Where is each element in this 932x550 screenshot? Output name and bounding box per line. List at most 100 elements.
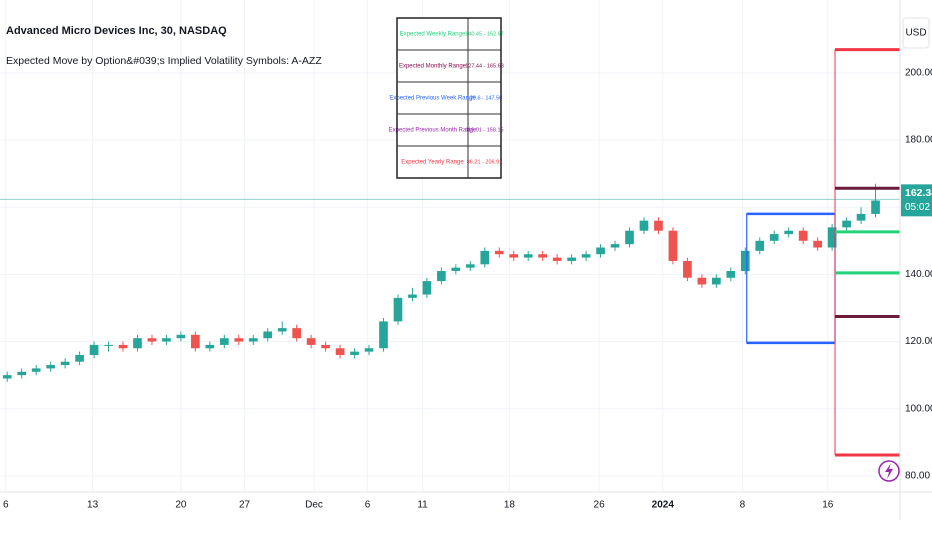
candle-body: [683, 260, 692, 278]
x-tick-label: 2024: [652, 500, 675, 511]
candle-body: [176, 334, 186, 339]
candle-body: [798, 230, 808, 241]
candle-body: [625, 230, 634, 245]
candle-body: [306, 338, 316, 345]
candle-body: [654, 220, 663, 231]
x-tick-label: 8: [740, 500, 746, 511]
candle-body: [321, 344, 330, 349]
table-range: 116.01 - 158.15: [465, 127, 503, 133]
candle-body: [871, 200, 880, 214]
table-label: Expected Previous Week Range: [389, 96, 476, 102]
table-label: Expected Monthly Range: [399, 64, 467, 70]
candle-body: [364, 348, 374, 352]
x-tick-label: 20: [175, 500, 187, 511]
x-tick-label: 16: [822, 500, 834, 511]
candle-body: [104, 344, 113, 346]
currency-box[interactable]: [902, 17, 930, 49]
candle-body: [610, 244, 620, 248]
table-cell: [396, 17, 469, 51]
x-tick-label: 11: [417, 500, 428, 511]
candle-body: [480, 250, 490, 265]
table-range: 86.21 - 206.91: [467, 159, 502, 165]
candle-body: [408, 294, 417, 298]
candle-body: [292, 328, 302, 339]
candle-body: [46, 365, 55, 369]
x-tick-label: 26: [594, 500, 606, 511]
candle-body: [523, 254, 533, 258]
candle-body: [726, 271, 736, 278]
candle-body: [75, 354, 84, 362]
candle-body: [31, 368, 41, 372]
x-tick-label: 6: [365, 500, 371, 511]
lightning-glyph: [885, 463, 893, 479]
table-range: 129.6 - 147.56: [467, 95, 502, 101]
candle-body: [335, 348, 345, 355]
candle-body: [581, 254, 591, 258]
x-tick-label: 27: [239, 500, 251, 511]
candle-body: [755, 240, 765, 251]
candle-body: [147, 338, 157, 342]
countdown-label: 05:02: [905, 202, 930, 213]
y-tick-label: 80.00: [905, 471, 930, 482]
candle-body: [596, 247, 605, 255]
candle-body: [552, 257, 562, 261]
candle-body: [813, 240, 822, 248]
y-tick-label: 140.00: [905, 269, 932, 280]
last-price-label: 162.34: [905, 187, 932, 199]
indicator-title: Expected Move by Option&#039;s Implied V…: [6, 55, 322, 67]
y-tick-label: 100.00: [905, 403, 932, 414]
x-tick-label: 13: [87, 500, 99, 511]
table-cell: [467, 81, 502, 115]
marks: [0, 48, 900, 457]
table-cell: [467, 49, 502, 83]
candle-body: [393, 297, 403, 322]
currency: USD: [905, 28, 926, 39]
candle-body: [827, 227, 837, 248]
candle-body: [248, 338, 258, 342]
table-label: Expected Weekly Range: [400, 32, 466, 38]
candle-body: [277, 328, 287, 332]
candle-body: [263, 331, 273, 339]
chart-title: Advanced Micro Devices Inc, 30, NASDAQ: [6, 25, 227, 37]
candle-body: [234, 338, 244, 342]
table-label: Expected Previous Month Range: [389, 128, 477, 134]
table-border: [396, 17, 502, 179]
last-price-tag: [901, 184, 932, 217]
table-cell: [396, 49, 469, 83]
table-cell: [467, 145, 502, 179]
candle-body: [712, 277, 721, 285]
y-tick-label: 180.00: [905, 135, 932, 146]
candle-body: [205, 344, 215, 349]
y-tick-label: 200.00: [905, 68, 932, 79]
candle-body: [465, 264, 475, 268]
table-range: 140.45 - 152.67: [465, 31, 504, 37]
candle-body: [133, 338, 142, 349]
candle-body: [162, 338, 171, 342]
candle-body: [2, 375, 12, 379]
candle-body: [422, 281, 432, 295]
candle-body: [509, 254, 519, 258]
table-range: 127.44 - 165.63: [465, 63, 504, 69]
x-tick-label: Dec: [305, 500, 323, 511]
x-tick-label: 18: [504, 500, 516, 511]
candle-body: [379, 321, 388, 349]
candle-body: [17, 371, 27, 376]
y-tick-label: 120.00: [905, 336, 932, 347]
candle-body: [769, 234, 779, 241]
table-cell: [396, 145, 469, 179]
candle-body: [494, 250, 504, 255]
candle-body: [437, 271, 446, 282]
table: Expected Weekly Range 140.45 - 152.67 Expe…: [389, 17, 504, 179]
candle-body: [697, 277, 707, 285]
candle-body: [668, 230, 678, 261]
candle-body: [451, 267, 461, 272]
candle-body: [538, 254, 548, 258]
candle-body: [784, 230, 794, 235]
candle-body: [350, 351, 359, 355]
candle-body: [60, 361, 70, 366]
candle-body: [567, 257, 576, 261]
candle-body: [740, 250, 750, 272]
candle-body: [639, 220, 649, 231]
candle-body: [219, 338, 229, 345]
